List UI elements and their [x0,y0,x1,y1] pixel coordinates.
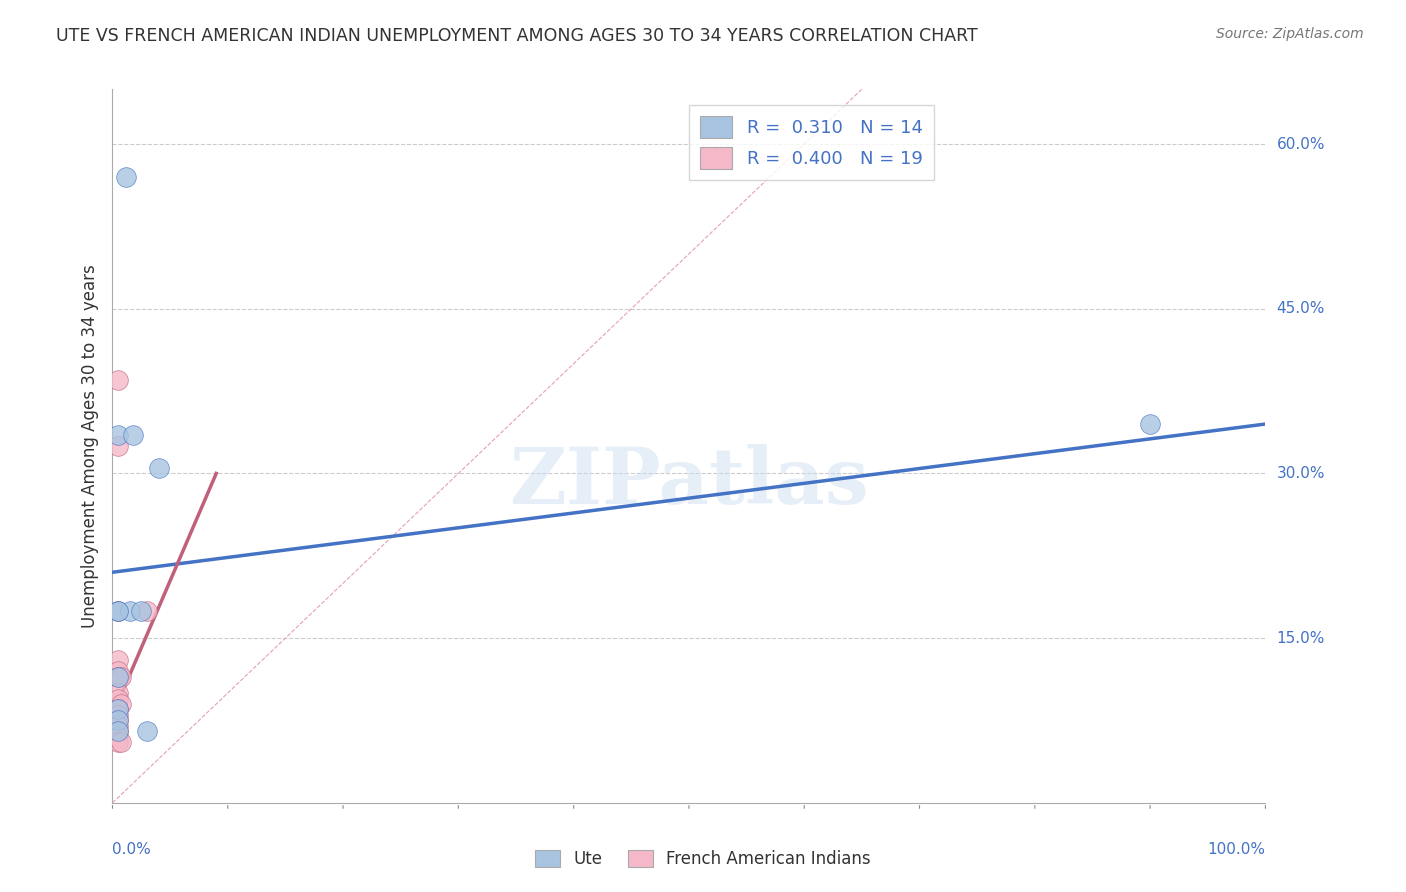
Legend: R =  0.310   N = 14, R =  0.400   N = 19: R = 0.310 N = 14, R = 0.400 N = 19 [689,105,934,180]
Point [107,664,129,678]
Point [107,669,129,683]
Point [115,169,138,184]
Point [107,714,129,728]
Point [107,669,129,683]
Point [107,724,129,739]
Point [107,730,129,744]
Point [107,719,129,733]
Point [136,724,159,739]
Text: 60.0%: 60.0% [1277,136,1324,152]
Point [122,428,145,442]
Point [107,686,129,700]
Point [107,373,129,387]
Point [107,724,129,739]
Point [107,714,129,728]
Text: ZIPatlas: ZIPatlas [509,443,869,520]
Point [107,604,129,618]
Point [107,604,129,618]
Text: 100.0%: 100.0% [1208,842,1265,856]
Text: 45.0%: 45.0% [1277,301,1324,317]
Text: 15.0%: 15.0% [1277,631,1324,646]
Point [107,439,129,453]
Point [107,702,129,716]
Point [148,461,170,475]
Text: 0.0%: 0.0% [112,842,152,856]
Legend: Ute, French American Indians: Ute, French American Indians [529,843,877,875]
Point [107,691,129,706]
Point [107,708,129,723]
Point [1139,417,1161,431]
Point [107,735,129,749]
Point [107,428,129,442]
Point [107,653,129,667]
Point [136,604,159,618]
Point [129,604,153,618]
Point [118,604,141,618]
Point [110,669,132,683]
Text: 30.0%: 30.0% [1277,466,1324,481]
Point [110,697,132,711]
Point [107,702,129,716]
Text: Source: ZipAtlas.com: Source: ZipAtlas.com [1216,27,1364,41]
Point [107,604,129,618]
Point [110,735,132,749]
Y-axis label: Unemployment Among Ages 30 to 34 years: Unemployment Among Ages 30 to 34 years [80,264,98,628]
Text: UTE VS FRENCH AMERICAN INDIAN UNEMPLOYMENT AMONG AGES 30 TO 34 YEARS CORRELATION: UTE VS FRENCH AMERICAN INDIAN UNEMPLOYME… [56,27,979,45]
